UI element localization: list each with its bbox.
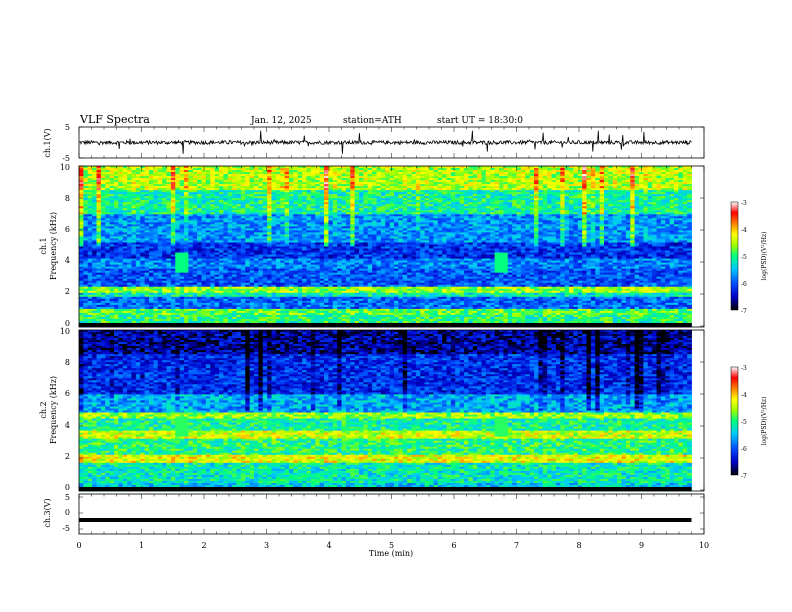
start-ut-label: start UT = 18:30:0 (437, 116, 523, 126)
figure-title: VLF Spectra (79, 113, 150, 126)
ch1-waveform-panel: 5 -5 ch.1(V) (43, 123, 704, 163)
date-label: Jan. 12, 2025 (250, 116, 312, 126)
ch1-spectrogram-image (79, 166, 692, 327)
ch1-waveform-ylabel: ch.1(V) (43, 128, 52, 157)
ch1-spectrogram-panel: 10 8 6 4 2 0 ch.1Frequency (kHz) -3 -4 -… (39, 163, 768, 328)
ch1-ytick-top: 5 (65, 123, 70, 132)
station-label: station=ATH (343, 116, 402, 126)
vlf-spectra-figure: VLF Spectra Jan. 12, 2025 station=ATH st… (0, 0, 792, 612)
ch1-ytick-bottom: -5 (62, 154, 70, 163)
ch1-waveform-line (79, 131, 692, 154)
